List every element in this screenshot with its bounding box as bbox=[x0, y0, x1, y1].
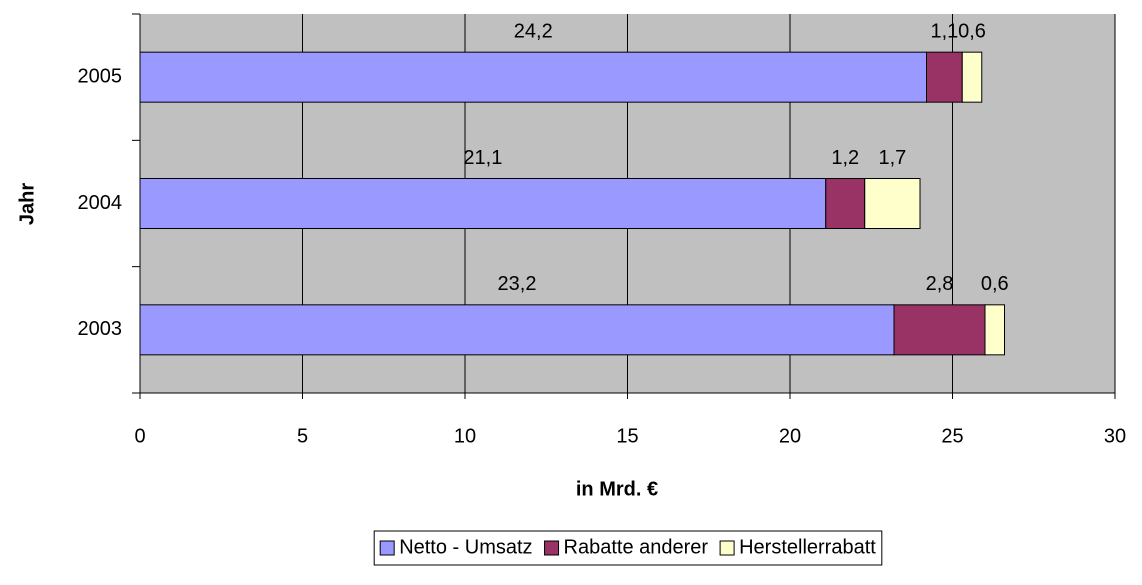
bar-segment bbox=[984, 304, 1005, 356]
y-tick-label: 2004 bbox=[78, 192, 123, 214]
data-label: 1,7 bbox=[878, 147, 906, 169]
legend-swatch bbox=[379, 540, 395, 556]
legend: Netto - Umsatz Rabatte anderer Herstellerr… bbox=[373, 530, 883, 566]
data-label: 23,2 bbox=[498, 273, 537, 295]
legend-box bbox=[373, 530, 883, 566]
bar-segment bbox=[961, 51, 983, 103]
bar-segment bbox=[139, 304, 895, 356]
data-label: 24,2 bbox=[514, 20, 553, 42]
legend-label: Rabatte anderer bbox=[564, 536, 709, 558]
legend-label: Herstellerrabatt bbox=[739, 536, 876, 558]
y-tick-label: 2003 bbox=[78, 318, 123, 340]
x-tick-label: 25 bbox=[941, 425, 963, 447]
bar-segment bbox=[893, 304, 986, 356]
data-label: 0,6 bbox=[981, 273, 1009, 295]
x-tick-label: 30 bbox=[1104, 425, 1126, 447]
y-tick-label: 2005 bbox=[78, 65, 123, 87]
data-label: 2,8 bbox=[926, 273, 954, 295]
x-axis-title: in Mrd. € bbox=[576, 478, 658, 500]
bar-segment bbox=[139, 51, 927, 103]
x-tick-label: 5 bbox=[297, 425, 308, 447]
bar-segment bbox=[926, 51, 963, 103]
data-label: 1,2 bbox=[831, 147, 859, 169]
bar-segment bbox=[864, 178, 921, 229]
legend-swatch bbox=[719, 540, 735, 556]
bar-segment bbox=[139, 178, 827, 229]
legend-swatch bbox=[544, 540, 560, 556]
x-tick-label: 15 bbox=[616, 425, 638, 447]
legend-label: Netto - Umsatz bbox=[399, 536, 532, 558]
data-label: 0,6 bbox=[958, 20, 986, 42]
x-tick-label: 20 bbox=[779, 425, 801, 447]
data-label: 21,1 bbox=[463, 147, 502, 169]
data-label: 1,1 bbox=[930, 20, 958, 42]
x-tick-label: 0 bbox=[134, 425, 145, 447]
x-tick-label: 10 bbox=[454, 425, 476, 447]
y-axis-title: Jahr bbox=[16, 183, 38, 225]
bar-segment bbox=[825, 178, 866, 229]
